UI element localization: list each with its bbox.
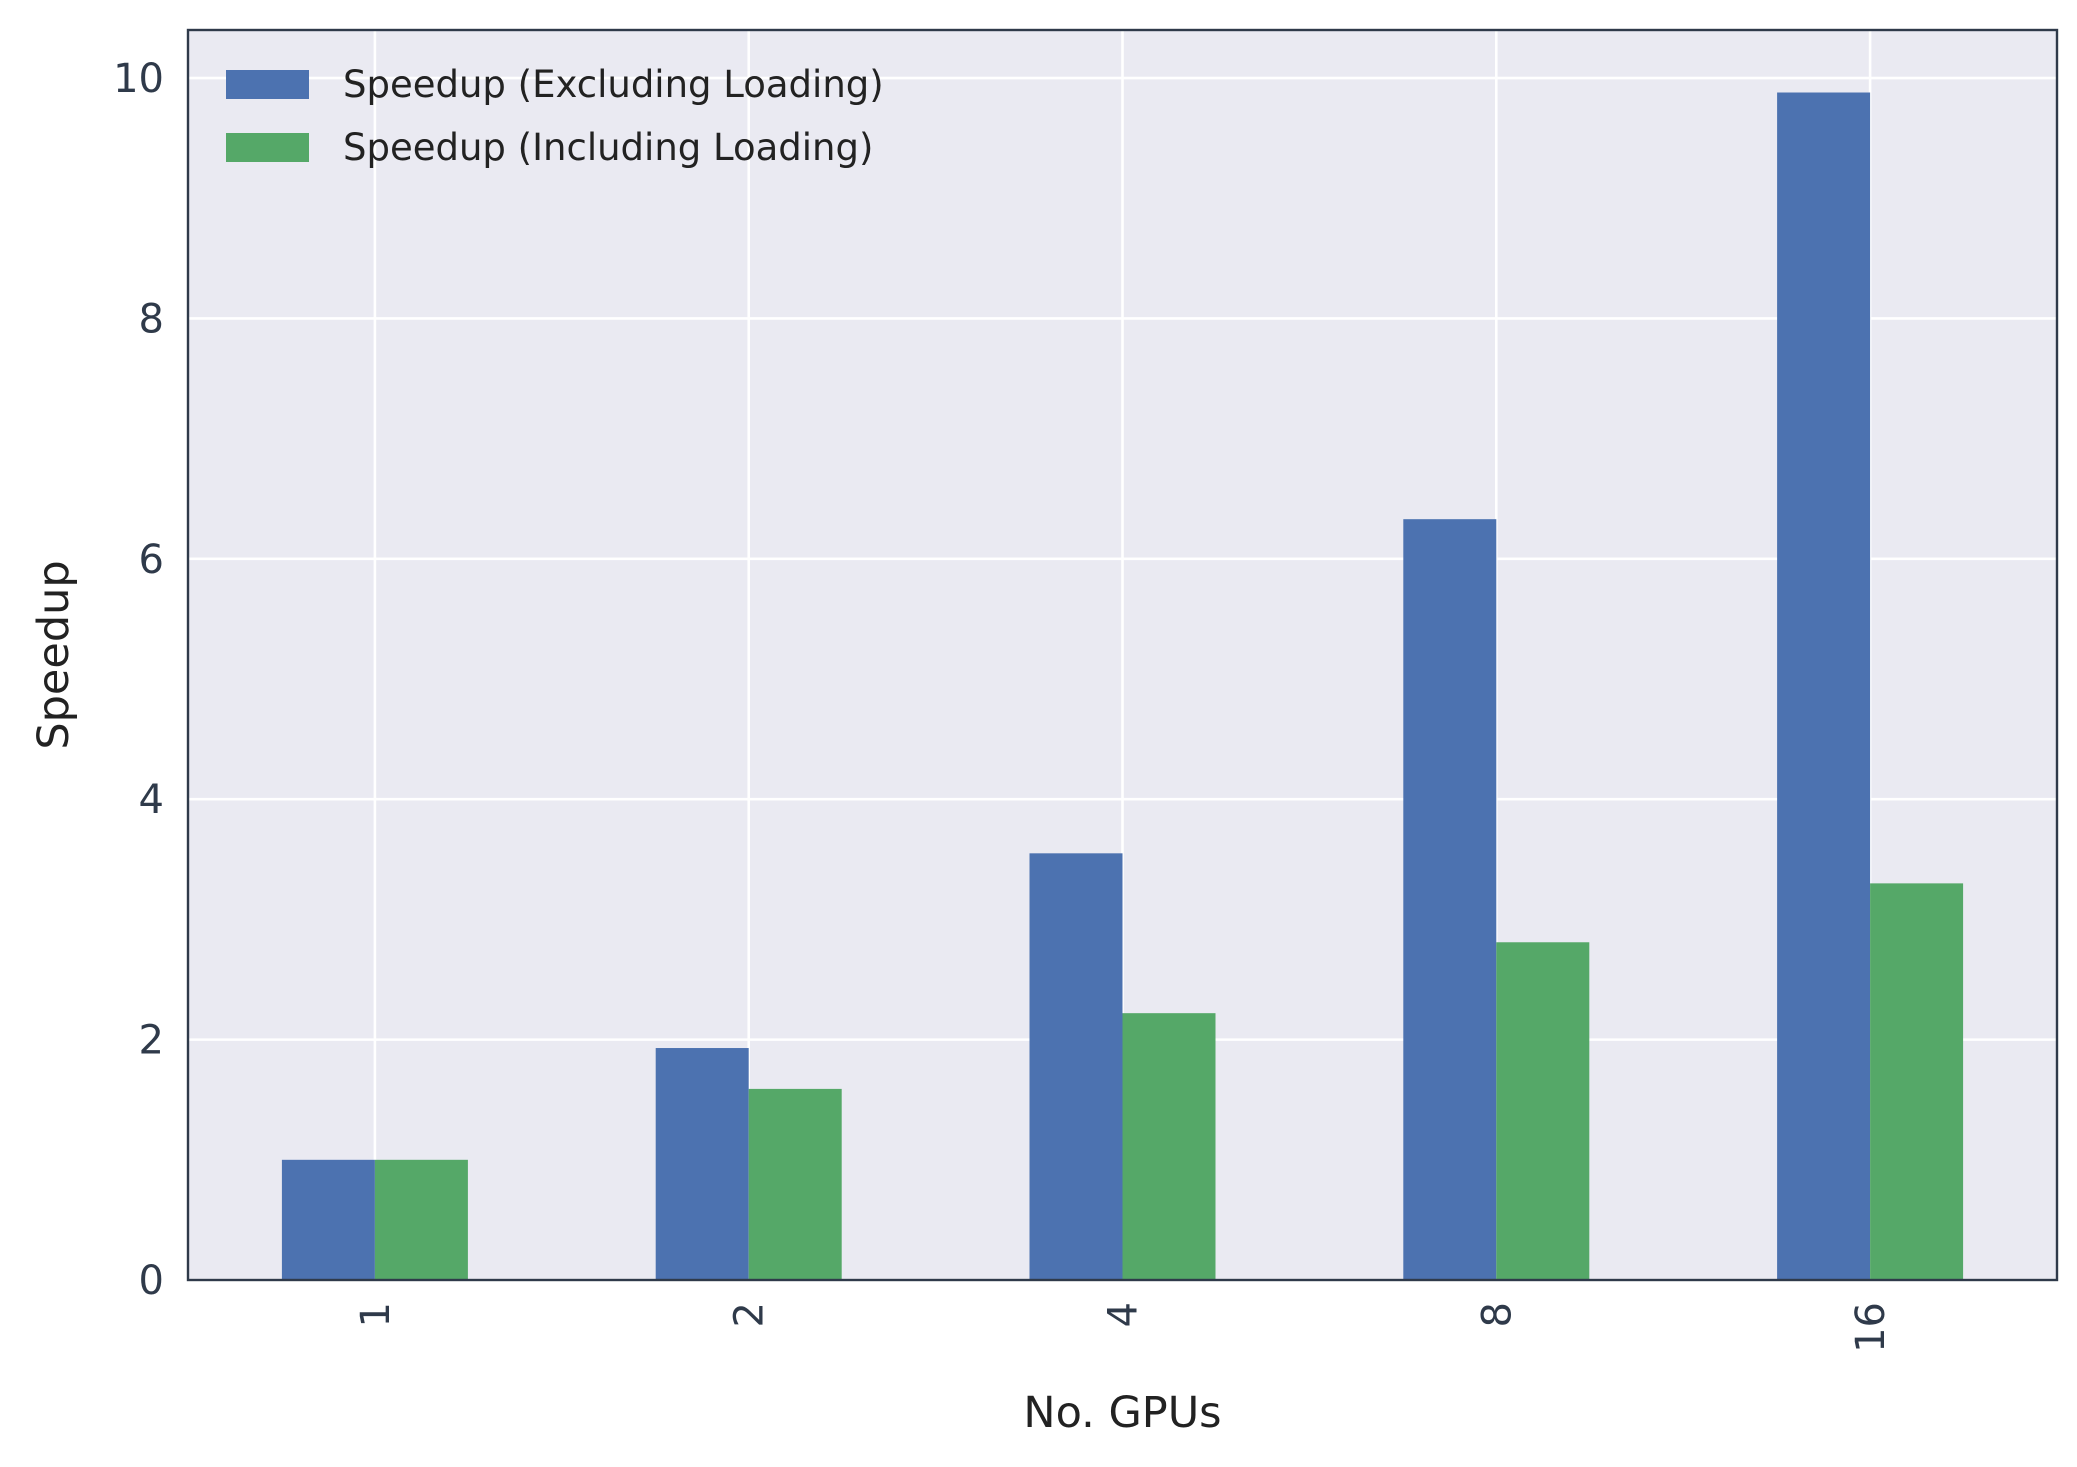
y-tick-label: 0 [139,1258,164,1304]
x-tick-label: 16 [1848,1302,1894,1353]
y-tick-label: 4 [139,777,164,823]
bar-excluding-2 [655,1048,749,1280]
x-axis-ticks: 1 2 4 8 16 [353,1302,1894,1353]
bars [281,92,1964,1280]
legend-label: Speedup (Excluding Loading) [343,63,884,106]
legend-label: Speedup (Including Loading) [343,126,873,169]
y-tick-label: 8 [139,296,164,342]
y-tick-label: 2 [139,1018,164,1064]
x-tick-label: 4 [1101,1302,1147,1327]
y-axis-ticks: 0 2 4 6 8 10 [113,56,164,1304]
bar-excluding-4 [1029,853,1123,1280]
y-axis-label: Speedup [29,560,79,749]
bar-including-16 [1870,883,1964,1280]
bar-including-1 [374,1159,468,1280]
legend-swatch [226,133,309,162]
legend-swatch [226,70,309,99]
x-tick-label: 2 [727,1302,773,1327]
bar-including-2 [748,1088,842,1280]
y-tick-label: 6 [139,537,164,583]
x-tick-label: 8 [1474,1302,1520,1327]
plot-frame [186,28,2059,1282]
bar-excluding-16 [1777,92,1871,1280]
x-axis-label: No. GPUs [1023,1388,1221,1438]
bar-including-4 [1122,1013,1216,1280]
bar-excluding-1 [281,1159,375,1280]
x-tick-label: 1 [353,1302,399,1327]
legend: Speedup (Excluding Loading) Speedup (Incl… [226,63,884,169]
bar-excluding-8 [1403,519,1497,1280]
bar-including-8 [1496,942,1590,1280]
y-tick-label: 10 [113,56,164,102]
